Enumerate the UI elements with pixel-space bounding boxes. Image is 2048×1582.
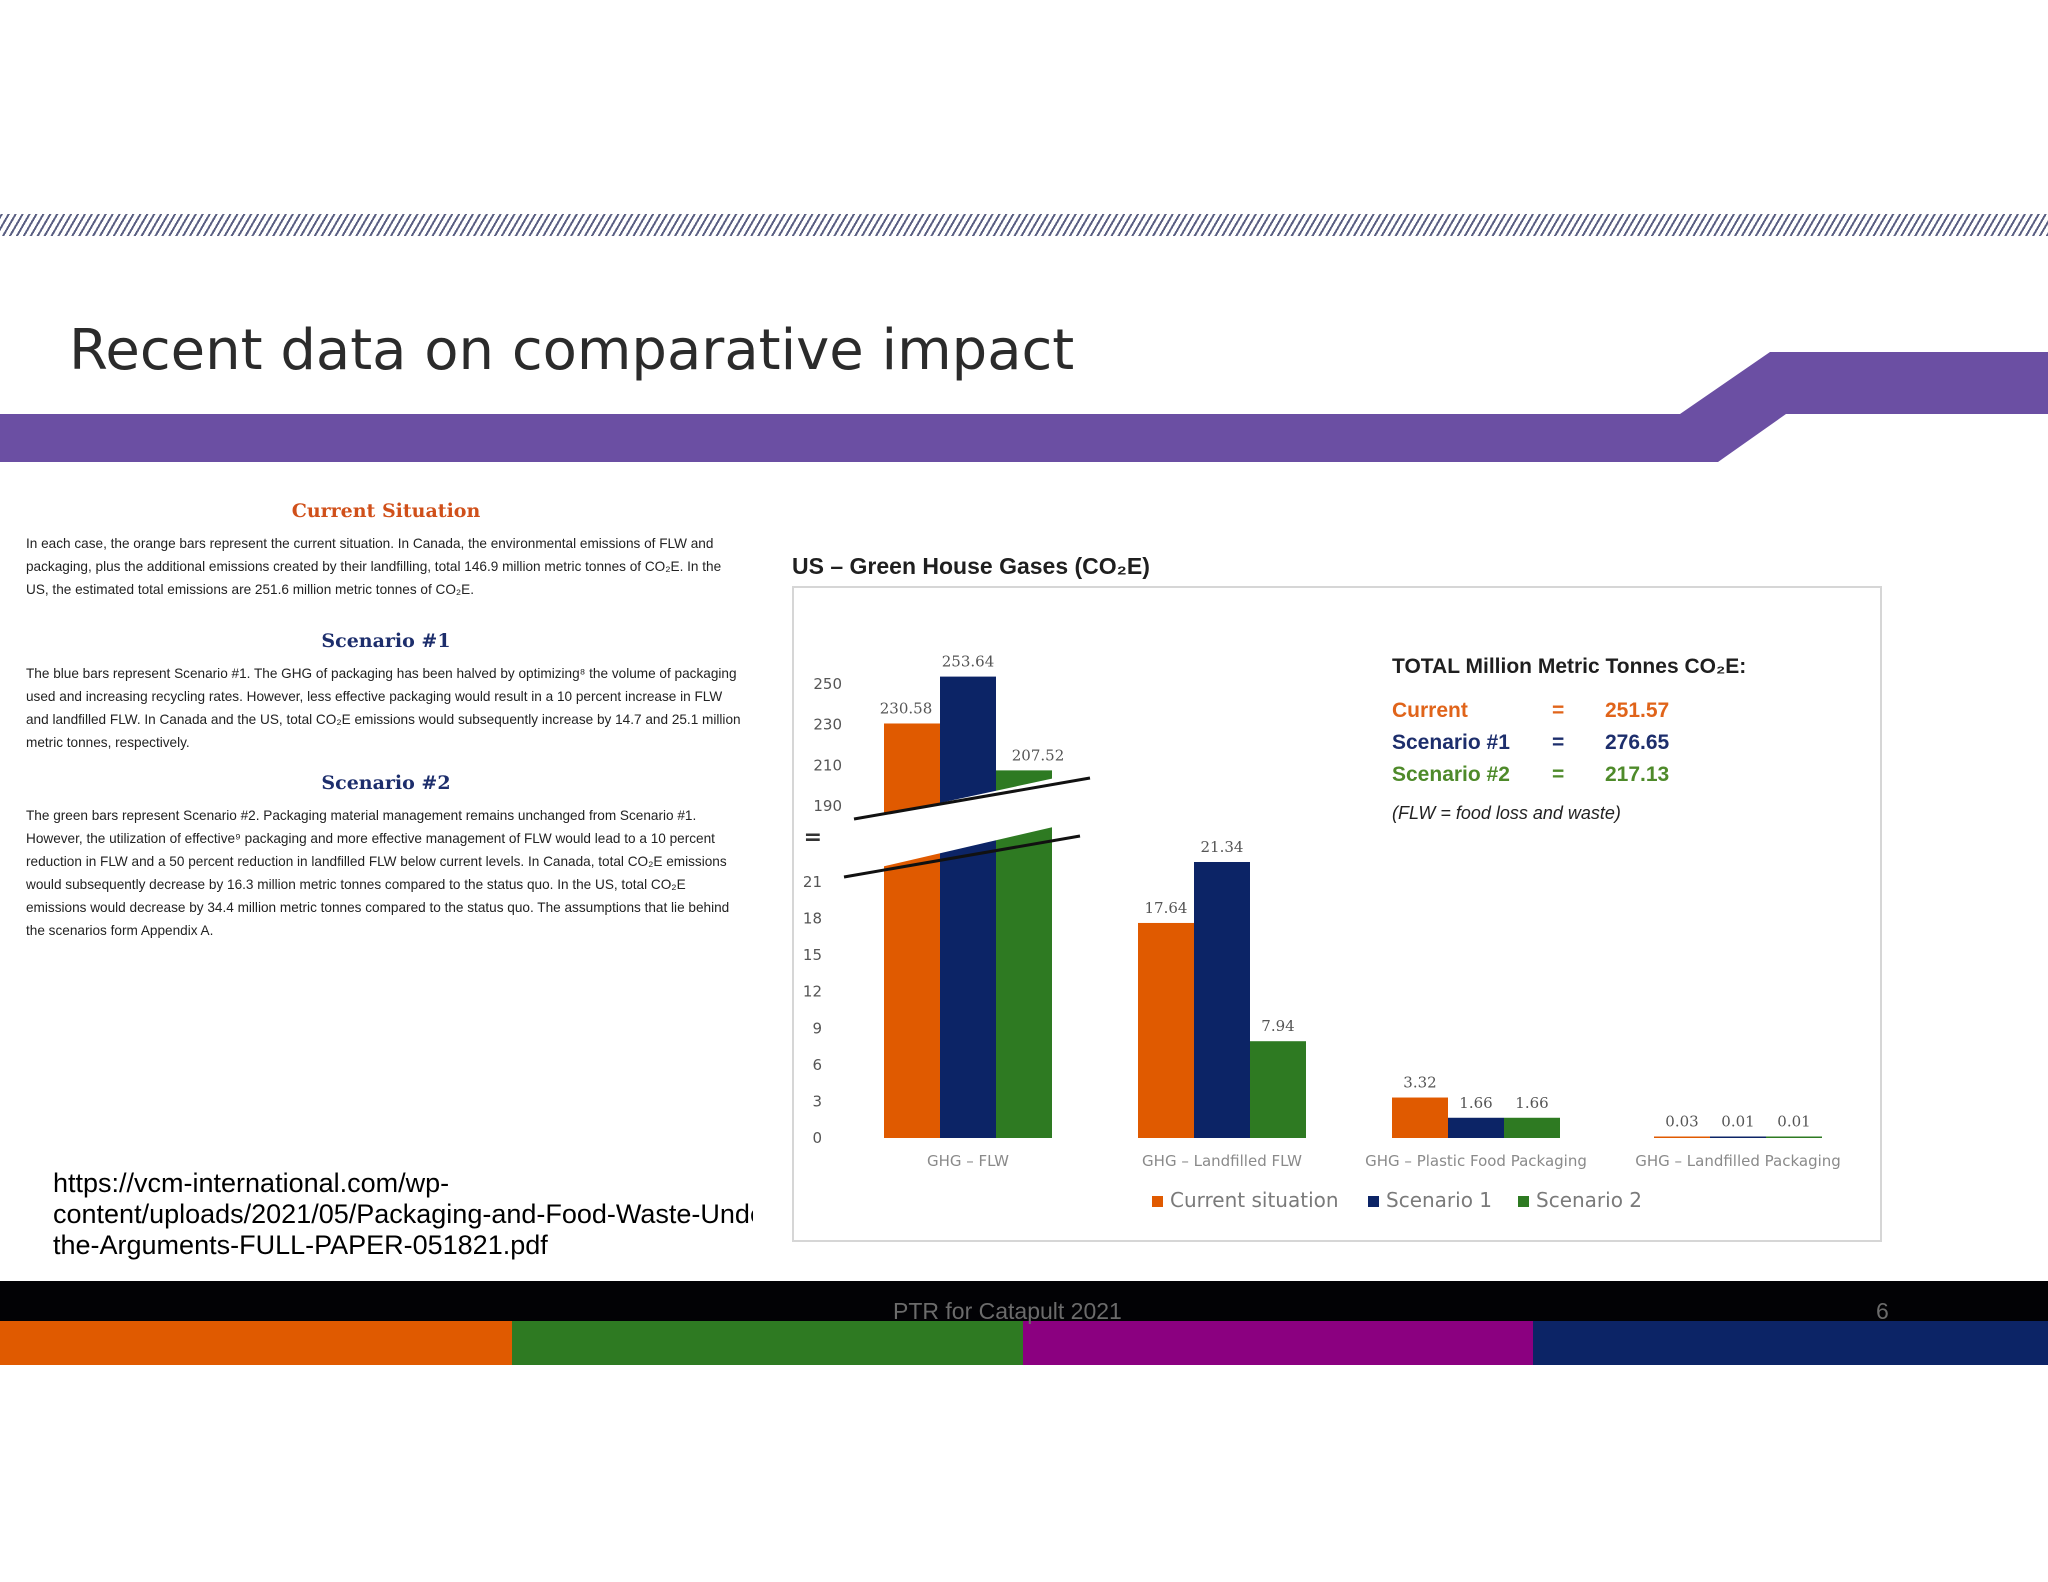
current-situation-heading: Current Situation: [291, 500, 481, 522]
totals-value-scenario2: 217.13: [1605, 763, 1670, 786]
axis-break-line-lower: [843, 834, 1081, 879]
slide-title: Recent data on comparative impact: [69, 318, 1075, 383]
ghg-bar-chart: 0 3 6 9 12 15 18 21 190 210 230 250 = 230.58 253.64 207…: [792, 586, 1882, 1242]
category-label: GHG – Landfilled FLW: [1142, 1152, 1302, 1170]
footer-strip-orange: [0, 1321, 512, 1365]
data-label: 3.32: [1403, 1074, 1436, 1092]
data-label: 17.64: [1145, 899, 1188, 917]
totals-box: TOTAL Million Metric Tonnes CO₂E: Curren…: [1392, 655, 1872, 824]
bar-scenario1: [1710, 1136, 1766, 1138]
category-label: GHG – Landfilled Packaging: [1635, 1152, 1841, 1170]
totals-eq-scenario2: =: [1552, 763, 1565, 786]
legend-swatch: [1152, 1196, 1163, 1207]
scenario2-heading: Scenario #2: [321, 772, 451, 794]
data-label: 207.52: [1012, 746, 1065, 764]
legend-swatch: [1518, 1196, 1529, 1207]
current-situation-section: Current Situation In each case, the oran…: [26, 500, 746, 601]
y-tick-label: 210: [813, 756, 842, 774]
scenario2-body: The green bars represent Scenario #2. Pa…: [26, 808, 730, 938]
footer-strip-navy: [1533, 1321, 2048, 1365]
y-tick-label: 3: [812, 1092, 822, 1110]
scenario1-heading: Scenario #1: [321, 630, 451, 652]
scenario1-section: Scenario #1 The blue bars represent Scen…: [26, 630, 746, 754]
chart-title: US – Green House Gases (CO₂E): [792, 553, 1150, 579]
totals-value-current: 251.57: [1605, 699, 1670, 722]
bar-scenario2: [1766, 1136, 1822, 1138]
footer-bar: [0, 1281, 2048, 1321]
data-label: 7.94: [1261, 1017, 1294, 1035]
current-situation-body: In each case, the orange bars represent …: [26, 536, 722, 597]
accent-band-shape: [0, 352, 2048, 462]
data-label: 0.03: [1665, 1113, 1698, 1131]
legend-label: Scenario 1: [1386, 1188, 1492, 1212]
bar-current: [1654, 1136, 1710, 1138]
page-number: 6: [1876, 1298, 1889, 1324]
source-url[interactable]: https://vcm-international.com/wp- conten…: [53, 1168, 753, 1260]
footer-strip-purple: [1023, 1321, 1533, 1365]
legend-swatch: [1368, 1196, 1379, 1207]
flw-note: (FLW = food loss and waste): [1392, 803, 1621, 823]
decorative-hatch-band: [0, 214, 2048, 236]
data-label: 21.34: [1201, 838, 1244, 856]
footer-strip-green: [512, 1321, 1023, 1365]
data-label: 1.66: [1515, 1094, 1548, 1112]
y-tick-label: 9: [812, 1019, 822, 1037]
totals-row-current: Current = 251.57: [1392, 699, 1872, 731]
axis-break-line-upper: [853, 776, 1091, 821]
y-tick-label: 0: [812, 1129, 822, 1147]
source-url-line-2[interactable]: content/uploads/2021/05/Packaging-and-Fo…: [53, 1199, 753, 1229]
bar-scenario1: [1194, 862, 1250, 1138]
y-tick-label: 250: [813, 675, 842, 693]
totals-label-scenario1: Scenario #1: [1392, 731, 1510, 754]
y-tick-label: 6: [812, 1056, 822, 1074]
footer-text: PTR for Catapult 2021: [893, 1298, 1122, 1324]
totals-row-scenario1: Scenario #1 = 276.65: [1392, 731, 1872, 763]
scenario1-body: The blue bars represent Scenario #1. The…: [26, 666, 741, 750]
bar-scenario2: [1250, 1041, 1306, 1138]
legend-label: Scenario 2: [1536, 1188, 1642, 1212]
y-tick-label: 15: [803, 946, 822, 964]
totals-eq-current: =: [1552, 699, 1565, 722]
category-label: GHG – FLW: [927, 1152, 1009, 1170]
totals-eq-scenario1: =: [1552, 731, 1565, 754]
category-label: GHG – Plastic Food Packaging: [1365, 1152, 1587, 1170]
bar-scenario1: [940, 676, 996, 1138]
bar-current: [1392, 1097, 1448, 1138]
y-tick-label: 230: [813, 716, 842, 734]
y-tick-label: 21: [803, 873, 822, 891]
data-label: 0.01: [1721, 1113, 1754, 1131]
totals-row-scenario2: Scenario #2 = 217.13: [1392, 763, 1872, 795]
axis-break-symbol: =: [804, 825, 822, 850]
scenario2-section: Scenario #2 The green bars represent Sce…: [26, 772, 746, 942]
legend-label: Current situation: [1170, 1188, 1339, 1212]
y-tick-label: 190: [813, 797, 842, 815]
totals-label-scenario2: Scenario #2: [1392, 763, 1510, 786]
y-tick-label: 18: [803, 910, 822, 928]
source-url-line-1[interactable]: https://vcm-international.com/wp-: [53, 1168, 450, 1198]
data-label: 253.64: [942, 653, 995, 671]
left-text-column: Current Situation In each case, the oran…: [26, 500, 746, 938]
bar-scenario2: [1504, 1117, 1560, 1138]
data-label: 0.01: [1777, 1113, 1810, 1131]
bar-scenario1: [1448, 1117, 1504, 1138]
title-accent-band: [0, 352, 2048, 462]
totals-heading: TOTAL Million Metric Tonnes CO₂E:: [1392, 655, 1747, 678]
bar-current: [884, 723, 940, 1138]
data-label: 230.58: [880, 699, 933, 717]
totals-label-current: Current: [1392, 699, 1468, 722]
data-label: 1.66: [1459, 1094, 1492, 1112]
totals-value-scenario1: 276.65: [1605, 731, 1670, 754]
bar-current: [1138, 922, 1194, 1138]
y-tick-label: 12: [803, 983, 822, 1001]
source-url-line-3[interactable]: the-Arguments-FULL-PAPER-051821.pdf: [53, 1230, 548, 1260]
axis-break-gap: [842, 770, 1092, 876]
